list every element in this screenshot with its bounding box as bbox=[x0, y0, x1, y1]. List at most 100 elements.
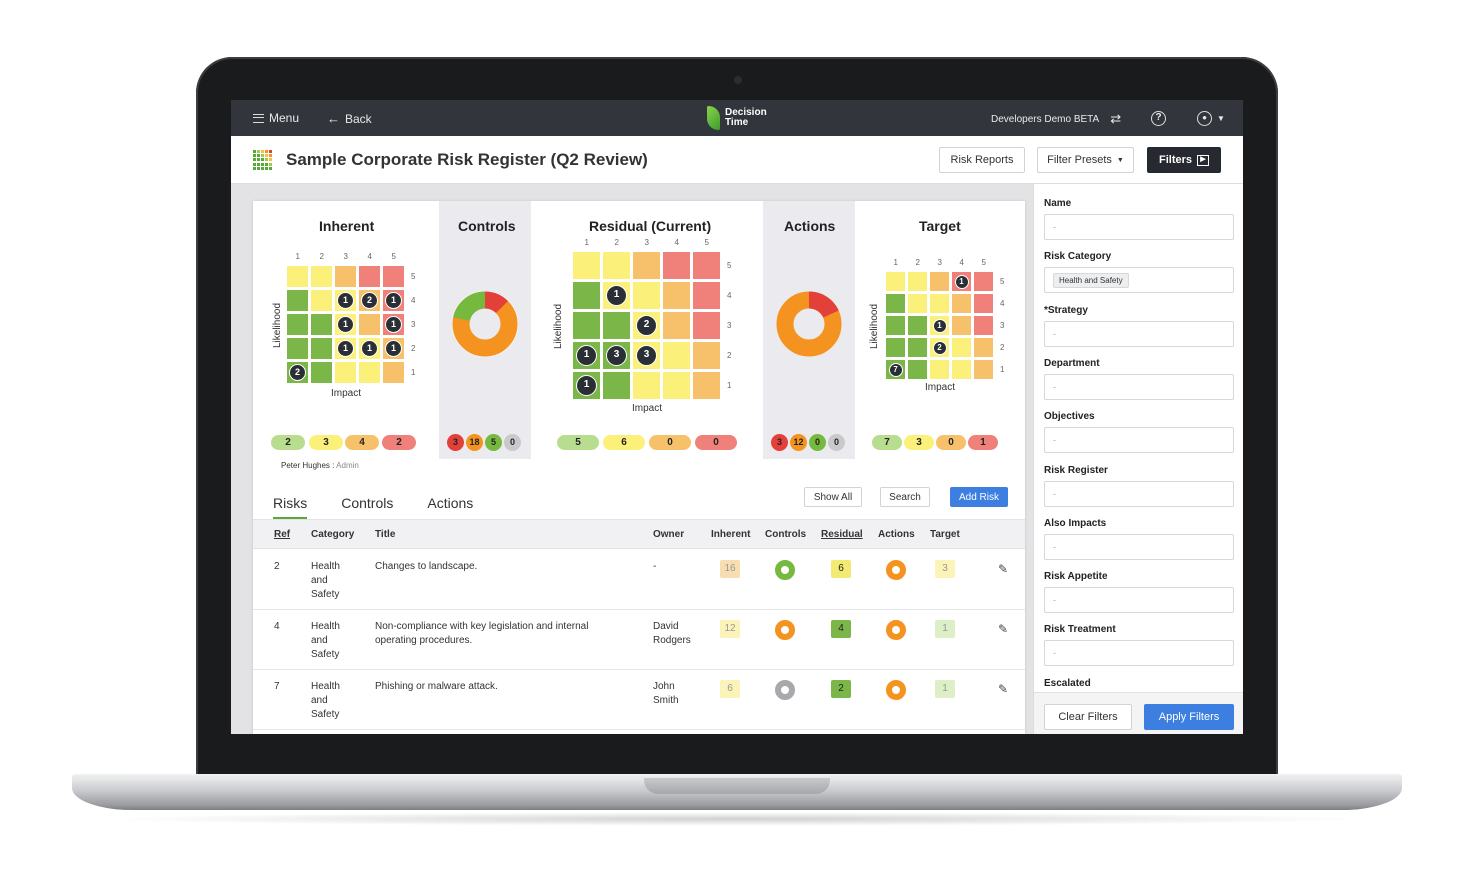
target-risk-marker[interactable]: 1 bbox=[954, 274, 969, 289]
residual-risk-marker[interactable]: 3 bbox=[606, 345, 627, 366]
residual-summary-count[interactable]: 0 bbox=[649, 435, 691, 450]
clear-filters-button[interactable]: Clear Filters bbox=[1044, 704, 1132, 730]
residual-risk-marker[interactable]: 2 bbox=[636, 315, 657, 336]
target-risk-marker[interactable]: 7 bbox=[888, 362, 903, 377]
inherent-cell[interactable] bbox=[311, 362, 332, 383]
edit-pencil-icon[interactable]: ✎ bbox=[998, 622, 1009, 636]
add-risk-button[interactable]: Add Risk bbox=[950, 487, 1008, 507]
target-cell[interactable] bbox=[952, 316, 971, 335]
show-all-button[interactable]: Show All bbox=[804, 487, 862, 507]
inherent-risk-marker[interactable]: 2 bbox=[289, 364, 306, 381]
filter-input[interactable]: - bbox=[1044, 214, 1234, 240]
filters-button[interactable]: Filters ▶ bbox=[1147, 147, 1221, 173]
inherent-summary-count[interactable]: 2 bbox=[271, 435, 305, 450]
target-cell[interactable] bbox=[974, 294, 993, 313]
search-button[interactable]: Search bbox=[880, 487, 930, 507]
residual-cell[interactable] bbox=[663, 372, 690, 399]
residual-summary-count[interactable]: 5 bbox=[557, 435, 599, 450]
workspace-switcher[interactable]: Developers Demo BETA ⇄ bbox=[991, 111, 1121, 127]
residual-cell[interactable] bbox=[663, 342, 690, 369]
target-cell[interactable] bbox=[974, 338, 993, 357]
target-summary-count[interactable]: 3 bbox=[904, 435, 934, 450]
residual-risk-marker[interactable]: 1 bbox=[606, 285, 627, 306]
residual-score-badge[interactable]: 4 bbox=[831, 620, 851, 638]
inherent-cell[interactable] bbox=[311, 266, 332, 287]
filter-input[interactable]: - bbox=[1044, 373, 1234, 400]
inherent-risk-marker[interactable]: 1 bbox=[385, 292, 402, 309]
app-logo[interactable]: Decision Time bbox=[707, 106, 767, 130]
target-cell[interactable] bbox=[952, 294, 971, 313]
residual-cell[interactable] bbox=[693, 312, 720, 339]
residual-summary-count[interactable]: 0 bbox=[695, 435, 737, 450]
cell-title[interactable]: Non-compliance with key legislation and … bbox=[375, 620, 635, 648]
target-cell[interactable] bbox=[974, 316, 993, 335]
inherent-cell[interactable] bbox=[287, 338, 308, 359]
inherent-risk-marker[interactable]: 1 bbox=[337, 316, 354, 333]
filter-input[interactable]: - bbox=[1044, 587, 1234, 614]
target-summary-count[interactable]: 1 bbox=[968, 435, 998, 450]
apply-filters-button[interactable]: Apply Filters bbox=[1144, 704, 1234, 730]
residual-cell[interactable] bbox=[693, 282, 720, 309]
menu-button[interactable]: Menu bbox=[253, 111, 299, 125]
actions-summary-count[interactable]: 0 bbox=[809, 434, 826, 451]
inherent-score-badge[interactable]: 12 bbox=[720, 620, 740, 638]
col-controls[interactable]: Controls bbox=[765, 529, 807, 540]
target-cell[interactable] bbox=[930, 360, 949, 379]
inherent-score-badge[interactable]: 6 bbox=[720, 680, 740, 698]
inherent-cell[interactable] bbox=[287, 314, 308, 335]
col-ref[interactable]: Ref bbox=[274, 529, 291, 540]
inherent-cell[interactable] bbox=[287, 266, 308, 287]
category-chip[interactable]: Health and Safety bbox=[1053, 273, 1129, 289]
target-score-badge[interactable]: 1 bbox=[935, 620, 955, 638]
residual-summary-count[interactable]: 6 bbox=[603, 435, 645, 450]
inherent-cell[interactable] bbox=[359, 266, 380, 287]
target-cell[interactable] bbox=[930, 294, 949, 313]
inherent-cell[interactable] bbox=[311, 338, 332, 359]
residual-cell[interactable] bbox=[693, 342, 720, 369]
col-target[interactable]: Target bbox=[930, 529, 960, 540]
inherent-cell[interactable] bbox=[359, 362, 380, 383]
inherent-cell[interactable] bbox=[383, 266, 404, 287]
controls-summary-count[interactable]: 18 bbox=[466, 434, 483, 451]
target-risk-marker[interactable]: 2 bbox=[932, 340, 947, 355]
target-cell[interactable] bbox=[886, 272, 905, 291]
target-cell[interactable] bbox=[908, 272, 927, 291]
target-cell[interactable] bbox=[908, 360, 927, 379]
inherent-score-badge[interactable]: 16 bbox=[720, 560, 740, 578]
edit-pencil-icon[interactable]: ✎ bbox=[998, 682, 1009, 696]
help-button[interactable]: ? bbox=[1151, 111, 1166, 126]
actions-status-icon[interactable] bbox=[886, 620, 906, 640]
residual-cell[interactable] bbox=[693, 372, 720, 399]
actions-status-icon[interactable] bbox=[886, 680, 906, 700]
target-cell[interactable] bbox=[974, 272, 993, 291]
filter-input[interactable]: Health and Safety bbox=[1044, 267, 1234, 294]
target-risk-marker[interactable]: 1 bbox=[932, 318, 947, 333]
table-row[interactable]: 2 Health and Safety Changes to landscape. - 16… bbox=[253, 550, 1025, 610]
residual-cell[interactable] bbox=[603, 252, 630, 279]
cell-title[interactable]: Phishing or malware attack. bbox=[375, 680, 635, 694]
edit-pencil-icon[interactable]: ✎ bbox=[998, 562, 1009, 576]
inherent-cell[interactable] bbox=[311, 314, 332, 335]
controls-summary-count[interactable]: 0 bbox=[504, 434, 521, 451]
residual-risk-marker[interactable]: 1 bbox=[576, 375, 597, 396]
actions-summary-count[interactable]: 12 bbox=[790, 434, 807, 451]
residual-cell[interactable] bbox=[663, 252, 690, 279]
target-score-badge[interactable]: 3 bbox=[935, 560, 955, 578]
controls-status-icon[interactable] bbox=[775, 620, 795, 640]
inherent-summary-count[interactable]: 2 bbox=[382, 435, 416, 450]
controls-summary-count[interactable]: 5 bbox=[485, 434, 502, 451]
target-cell[interactable] bbox=[930, 272, 949, 291]
target-cell[interactable] bbox=[886, 294, 905, 313]
inherent-risk-marker[interactable]: 1 bbox=[337, 340, 354, 357]
target-cell[interactable] bbox=[886, 338, 905, 357]
residual-cell[interactable] bbox=[603, 312, 630, 339]
user-menu-button[interactable]: ● ▼ bbox=[1197, 111, 1225, 126]
residual-cell[interactable] bbox=[633, 282, 660, 309]
inherent-cell[interactable] bbox=[311, 290, 332, 311]
back-button[interactable]: ← Back bbox=[327, 111, 372, 126]
inherent-risk-marker[interactable]: 1 bbox=[385, 340, 402, 357]
target-summary-count[interactable]: 7 bbox=[872, 435, 902, 450]
filter-input[interactable]: - bbox=[1044, 320, 1234, 347]
controls-summary-count[interactable]: 3 bbox=[447, 434, 464, 451]
target-cell[interactable] bbox=[974, 360, 993, 379]
